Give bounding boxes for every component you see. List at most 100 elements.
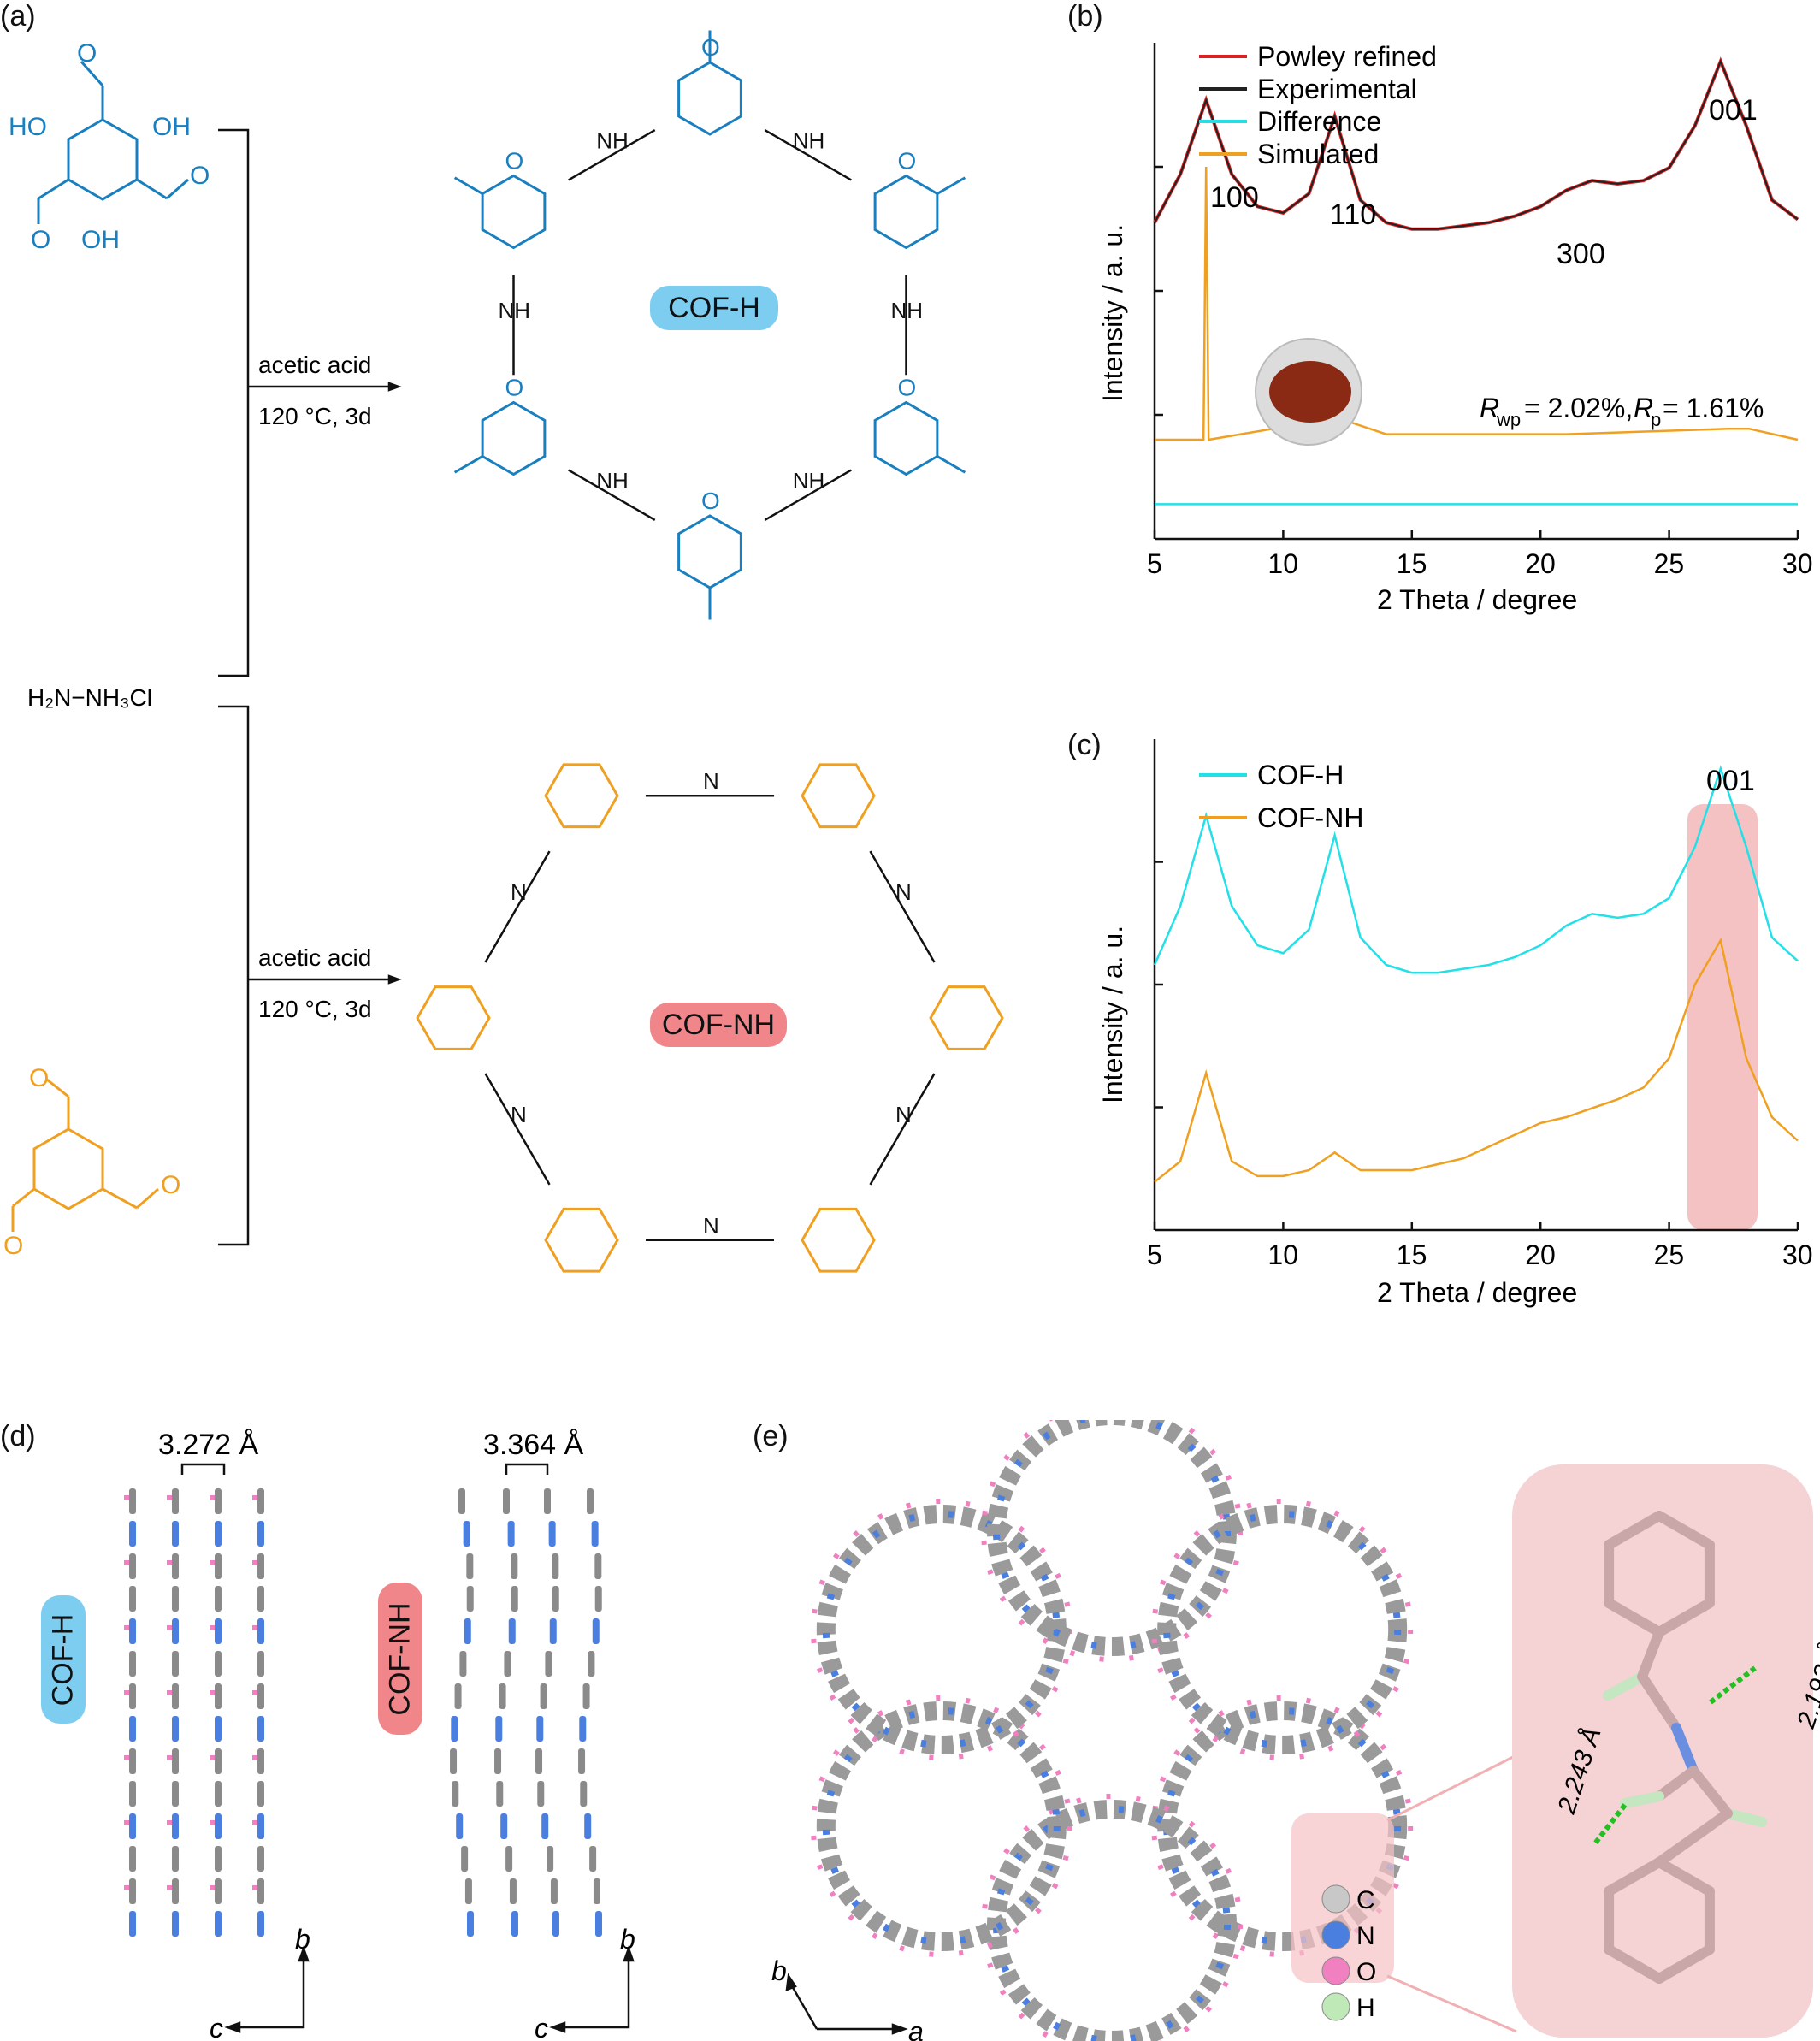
stack-segment: [129, 1488, 136, 1514]
bond: [1654, 1944, 1715, 1984]
atom-oh-right: OH: [152, 113, 191, 141]
sample-photo-powder: [1269, 361, 1351, 423]
stack-segment: [508, 1618, 516, 1644]
cof-h-atom-o: O: [701, 34, 720, 61]
condition2-temperature: 120 °C, 3d: [258, 996, 372, 1022]
stack-segment: [505, 1846, 513, 1872]
series-line-0: [1153, 765, 1799, 974]
atom-o-orange-top: O: [29, 1064, 49, 1092]
stack-o-atom: [252, 1625, 257, 1630]
cof-h-atom-o: O: [897, 148, 916, 175]
stack-segment: [461, 1846, 469, 1872]
legend-atom-dot: [1321, 1920, 1350, 1949]
stack-segment: [129, 1521, 136, 1547]
peak-110: 110: [1330, 198, 1376, 231]
hbond-1: [1709, 1665, 1757, 1705]
condition1-temperature: 120 °C, 3d: [258, 403, 372, 429]
stack-segment: [582, 1683, 590, 1709]
exo-bond: [453, 176, 483, 195]
stack-segment: [215, 1878, 222, 1904]
stack-o-atom: [252, 1755, 257, 1760]
stack-segment: [129, 1813, 136, 1839]
atom-o-left: O: [31, 226, 50, 254]
stack-segment: [552, 1911, 559, 1937]
stack-segment: [591, 1521, 599, 1547]
stack-segment: [215, 1488, 222, 1514]
stack-segment: [129, 1716, 136, 1742]
stack-segment: [172, 1618, 179, 1644]
pore-wall-n: [993, 1420, 1231, 1650]
cof-nh-atom-n: N: [511, 879, 527, 905]
stack-segment: [536, 1716, 544, 1742]
cof-h-atom-nh: NH: [596, 127, 629, 153]
axis-c-label-2: c: [535, 2013, 548, 2041]
cof-nh-ring: [544, 1207, 619, 1273]
legend-atom-symbol: N: [1356, 1922, 1375, 1950]
stack-segment: [450, 1748, 458, 1774]
stack-segment: [215, 1683, 222, 1709]
hydrazine-link: [568, 129, 656, 181]
cof-nh-side-label: COF-NH: [378, 1583, 422, 1735]
x-tick-label: 30: [1782, 548, 1813, 579]
synthesis-scheme: O HO OH O O OH H₂N−NH₃Cl acetic acid 120…: [3, 30, 1004, 1273]
stack-o-atom: [252, 1495, 257, 1500]
stack-o-atom: [167, 1690, 172, 1695]
stacking-views: 3.272 Å 3.364 Å b c b c: [124, 1429, 635, 2041]
cof-h-ring: [481, 400, 547, 476]
x-tick-label: 20: [1525, 1239, 1556, 1270]
panel-label-e: (e): [753, 1420, 789, 1452]
stack-o-atom: [210, 1885, 215, 1890]
series-line-1: [1154, 937, 1799, 1183]
stack-o-atom: [167, 1755, 172, 1760]
panel-label-c: (c): [1067, 729, 1102, 761]
stack-segment: [550, 1878, 558, 1904]
azine-link: [869, 850, 936, 963]
stack-segment: [257, 1716, 264, 1742]
stack-segment: [257, 1878, 264, 1904]
stack-o-atom: [124, 1820, 129, 1825]
stack-segment: [587, 1488, 594, 1514]
bond: [1604, 1598, 1664, 1637]
stack-segment: [257, 1911, 264, 1937]
atom-oh-bottom: OH: [81, 226, 120, 254]
stack-o-atom: [252, 1690, 257, 1695]
cof-h-ring: [677, 514, 742, 589]
legend-entry: Experimental: [1257, 74, 1417, 104]
stack-segment: [257, 1846, 264, 1872]
stack-segment: [496, 1781, 504, 1807]
stack-segment: [456, 1813, 464, 1839]
x-tick-label: 10: [1268, 1239, 1298, 1270]
stack-segment: [578, 1748, 586, 1774]
chart-b-y-label: Intensity / a. u.: [1097, 224, 1128, 402]
stack-segment: [257, 1813, 264, 1839]
stack-segment: [129, 1553, 136, 1579]
stack-segment: [215, 1781, 222, 1807]
x-tick-label: 30: [1782, 1239, 1813, 1270]
stack-segment: [172, 1878, 179, 1904]
stack-segment: [215, 1553, 222, 1579]
bond: [1604, 1511, 1664, 1550]
cof-nh-atom-n: N: [511, 1102, 527, 1127]
stack-segment: [257, 1683, 264, 1709]
bond: [1654, 1511, 1715, 1550]
cof-h-atom-o: O: [701, 488, 720, 514]
cof-h-atom-o: O: [897, 375, 916, 401]
svg-text:p: p: [1651, 409, 1661, 430]
stack-segment: [172, 1488, 179, 1514]
axis-indicator-d2: [549, 1945, 635, 2033]
stack-o-atom: [167, 1495, 172, 1500]
stack-segment: [509, 1878, 517, 1904]
stack-o-atom: [124, 1495, 129, 1500]
x-tick-label: 15: [1397, 1239, 1427, 1270]
stack-segment: [459, 1651, 467, 1677]
cof-h-atom-nh: NH: [499, 298, 531, 323]
cof-nh-ring: [416, 985, 491, 1050]
stack-segment: [215, 1846, 222, 1872]
atom-o-right: O: [190, 162, 210, 190]
blue-monomer: [37, 61, 189, 224]
cof-nh-atom-n: N: [703, 1213, 719, 1239]
stack-segment: [172, 1911, 179, 1937]
peak-300: 300: [1557, 238, 1605, 270]
stack-segment: [257, 1748, 264, 1774]
stack-segment: [588, 1651, 595, 1677]
